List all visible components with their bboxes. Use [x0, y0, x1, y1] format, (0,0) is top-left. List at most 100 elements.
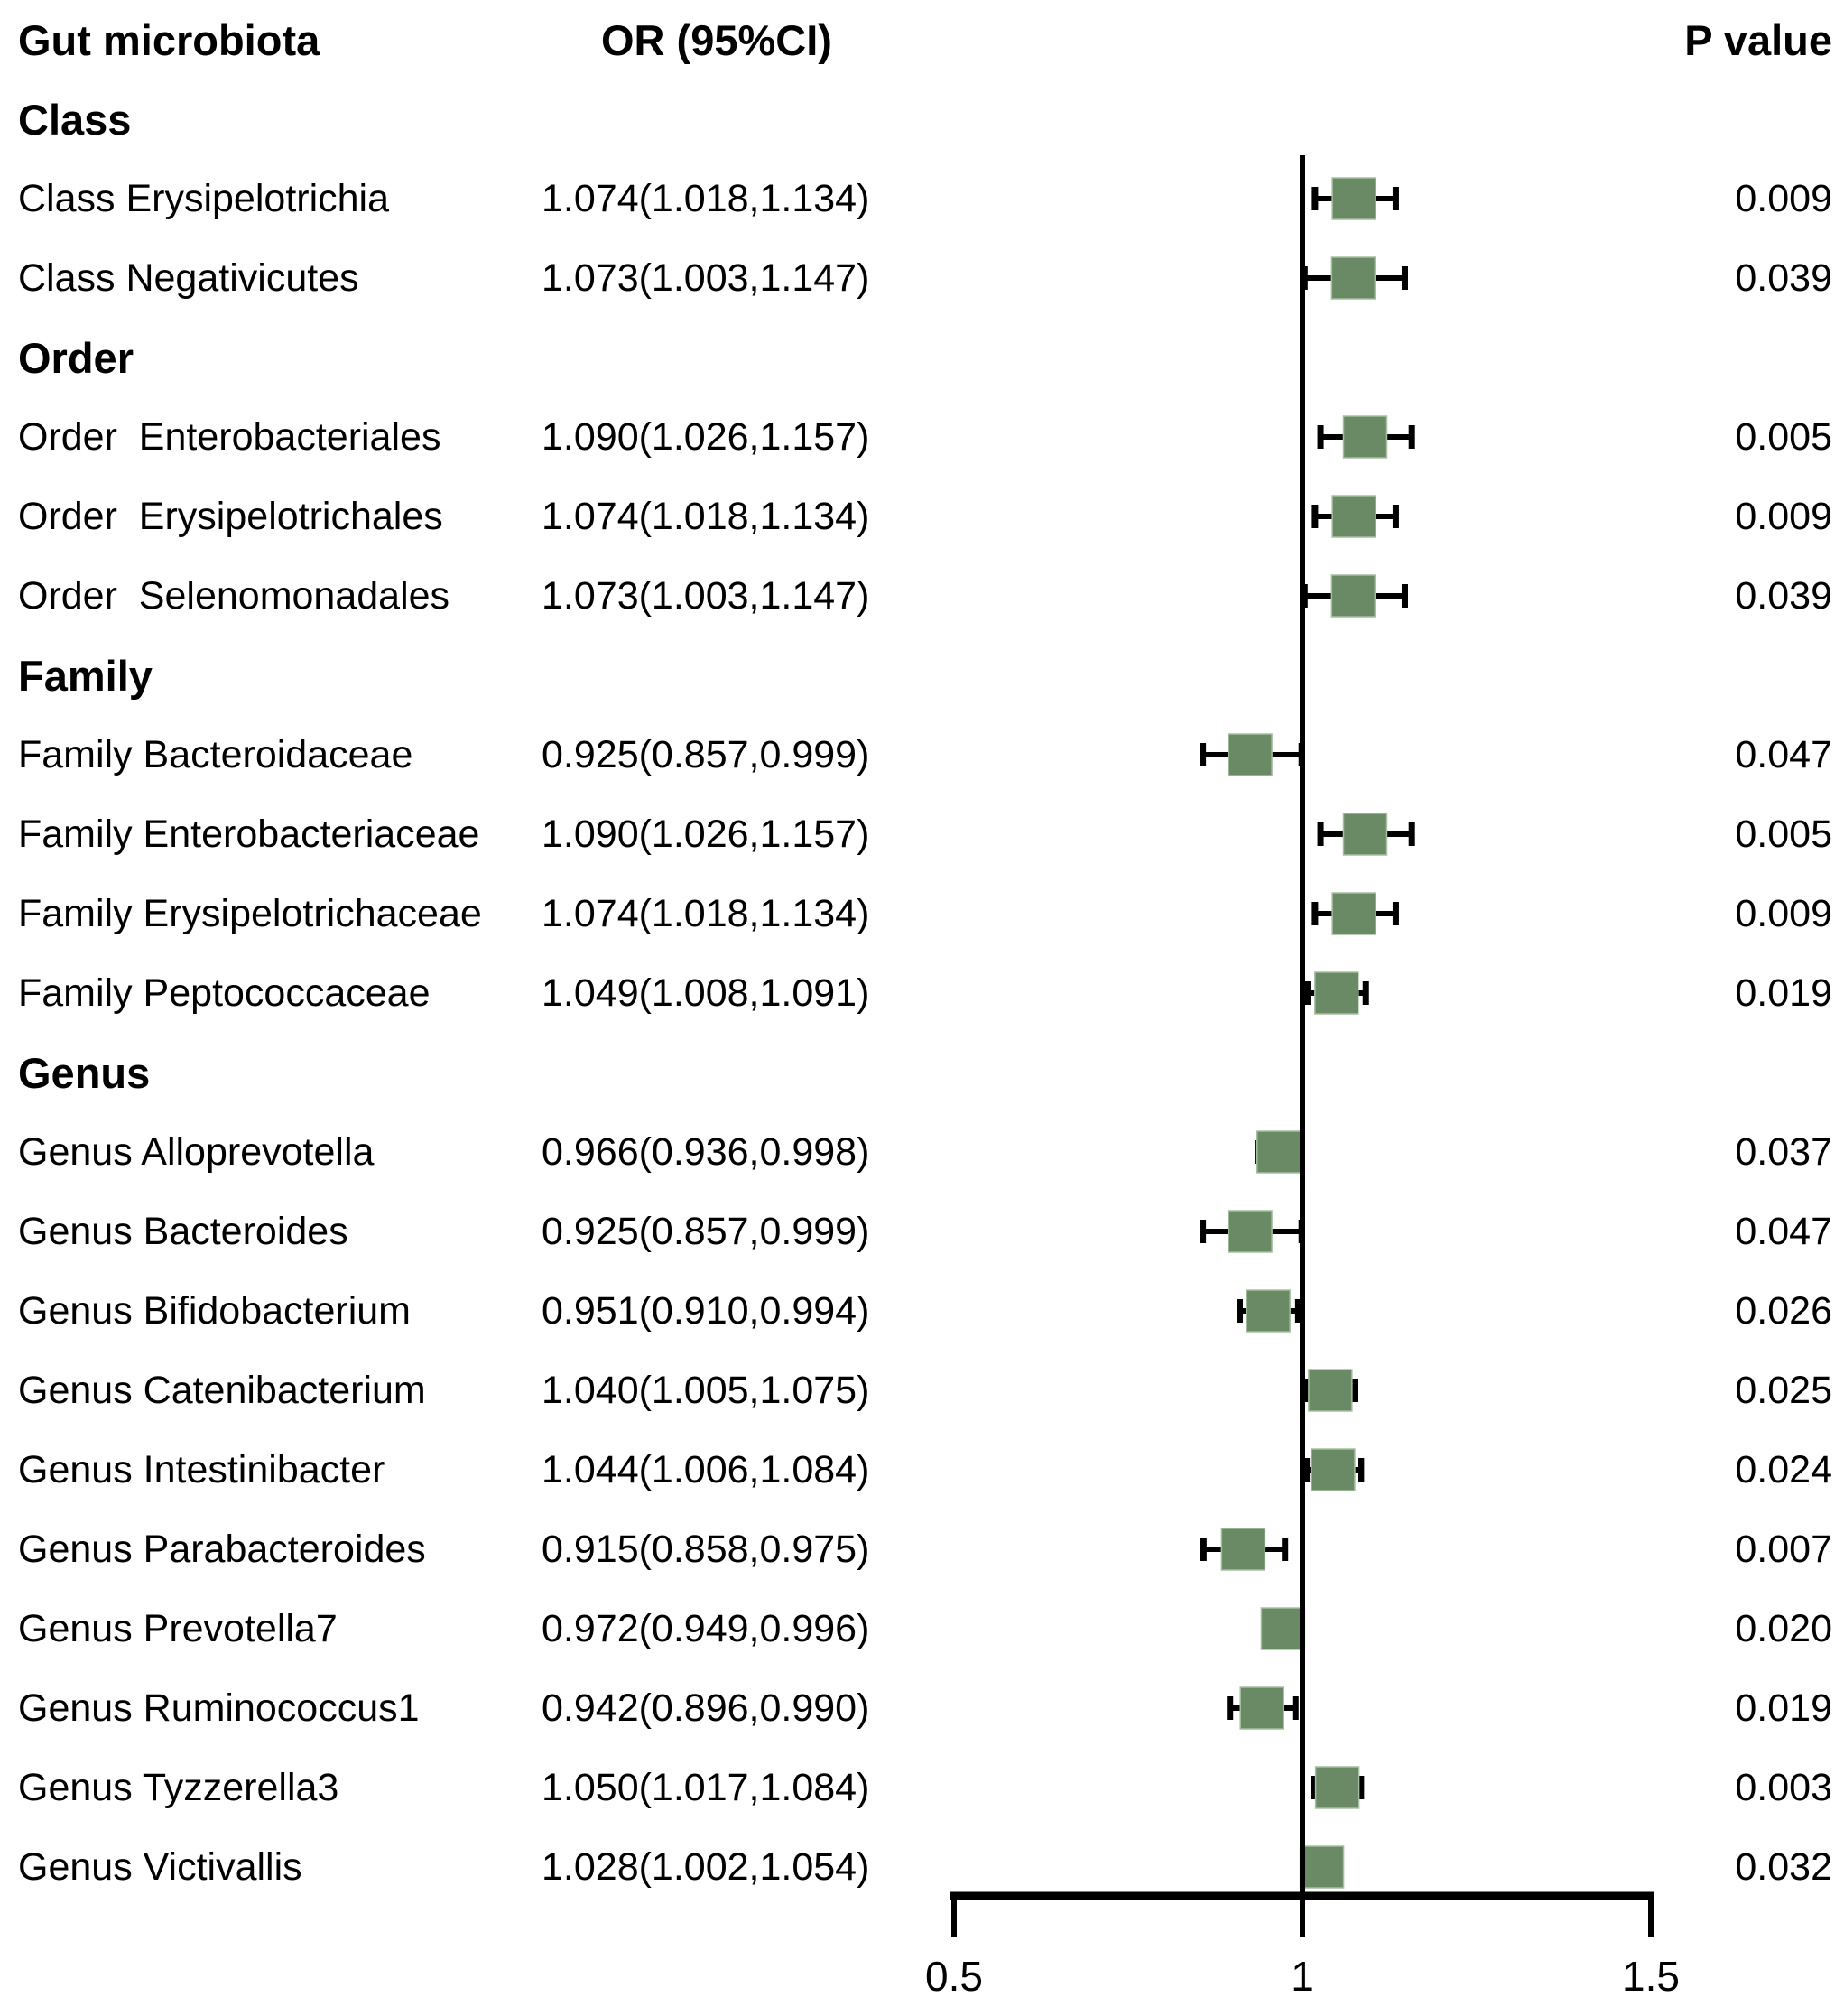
p-value-cell: 0.032 [1618, 1845, 1844, 1890]
p-value-cell: 0.019 [1618, 1686, 1844, 1731]
or-ci-value: 1.090(1.026,1.157) [542, 414, 870, 459]
or-ci-value: 1.073(1.003,1.147) [542, 573, 870, 618]
p-value: 0.009 [1735, 176, 1832, 220]
section-header-label: Class [0, 95, 542, 144]
column-header-p-value: P value [1684, 15, 1832, 64]
taxon-label: Family Bacteroidaceae [18, 732, 413, 776]
or-ci-cell: 1.074(1.018,1.134) [542, 177, 921, 221]
taxon-label-cell: Family Erysipelotrichaceae [0, 892, 542, 936]
or-ci-value: 0.925(0.857,0.999) [542, 732, 870, 776]
taxon-label: Class Erysipelotrichia [18, 176, 390, 220]
section-header-label: Family [0, 651, 542, 701]
or-ci-value: 0.972(0.949,0.996) [542, 1606, 870, 1650]
or-ci-value: 0.966(0.936,0.998) [542, 1129, 870, 1174]
or-ci-cell: 0.925(0.857,0.999) [542, 1210, 921, 1254]
p-value: 0.024 [1735, 1447, 1832, 1491]
taxon-label: Genus Ruminococcus1 [18, 1686, 420, 1730]
or-ci-value: 1.073(1.003,1.147) [542, 255, 870, 300]
p-value-cell: 0.005 [1618, 813, 1844, 857]
p-value: 0.009 [1735, 891, 1832, 935]
taxon-label: Genus Tyzzerella3 [18, 1765, 339, 1809]
taxon-label: Family Peptococcaceae [18, 971, 431, 1015]
taxon-label: Family Enterobacteriaceae [18, 812, 480, 856]
p-value-cell: 0.047 [1618, 733, 1844, 777]
table-row: Genus Catenibacterium 1.040(1.005,1.075) 0… [0, 1351, 1844, 1430]
p-value-cell: 0.024 [1618, 1448, 1844, 1492]
taxon-label-cell: Genus Prevotella7 [0, 1607, 542, 1651]
p-value-cell: 0.009 [1618, 495, 1844, 539]
section-header-class: Class [0, 79, 1844, 159]
section-header-text: Genus [18, 1048, 151, 1097]
table-row: Genus Intestinibacter 1.044(1.006,1.084) 0… [0, 1430, 1844, 1510]
p-value: 0.019 [1735, 971, 1832, 1015]
taxon-label-cell: Family Enterobacteriaceae [0, 813, 542, 857]
or-ci-value: 1.074(1.018,1.134) [542, 176, 870, 220]
p-value: 0.037 [1735, 1129, 1832, 1174]
section-header-family: Family [0, 636, 1844, 715]
taxon-label-cell: Genus Ruminococcus1 [0, 1686, 542, 1731]
axis-tick-label: 1.5 [1622, 1953, 1680, 2000]
table-row: Order Erysipelotrichales 1.074(1.018,1.13… [0, 477, 1844, 556]
p-value: 0.025 [1735, 1368, 1832, 1412]
taxon-label: Genus Victivallis [18, 1844, 302, 1889]
or-ci-value: 1.074(1.018,1.134) [542, 891, 870, 935]
table-row: Genus Bacteroides 0.925(0.857,0.999) 0.047 [0, 1192, 1844, 1271]
table-row: Genus Bifidobacterium 0.951(0.910,0.994) 0… [0, 1271, 1844, 1351]
table-row: Class Negativicutes 1.073(1.003,1.147) 0.0… [0, 238, 1844, 318]
axis-tick-label: 0.5 [925, 1953, 983, 2000]
section-header-genus: Genus [0, 1033, 1844, 1112]
section-header-text: Family [18, 651, 153, 700]
taxon-label-cell: Family Peptococcaceae [0, 971, 542, 1016]
taxon-label: Genus Catenibacterium [18, 1368, 426, 1412]
taxon-label: Genus Bacteroides [18, 1209, 348, 1253]
p-value-cell: 0.007 [1618, 1528, 1844, 1572]
or-ci-value: 0.915(0.858,0.975) [542, 1527, 870, 1571]
or-ci-cell: 0.942(0.896,0.990) [542, 1686, 921, 1731]
taxon-label: Genus Intestinibacter [18, 1447, 385, 1491]
taxon-label-cell: Family Bacteroidaceae [0, 733, 542, 777]
p-value-cell: 0.009 [1618, 177, 1844, 221]
or-ci-cell: 1.044(1.006,1.084) [542, 1448, 921, 1492]
or-ci-value: 1.028(1.002,1.054) [542, 1844, 870, 1889]
or-ci-value: 1.049(1.008,1.091) [542, 971, 870, 1015]
taxon-label-cell: Order Erysipelotrichales [0, 495, 542, 539]
p-value-cell: 0.026 [1618, 1289, 1844, 1333]
column-header-gut-microbiota: Gut microbiota [18, 15, 320, 64]
taxon-label-cell: Genus Intestinibacter [0, 1448, 542, 1492]
p-value-cell: 0.047 [1618, 1210, 1844, 1254]
or-ci-cell: 1.040(1.005,1.075) [542, 1369, 921, 1413]
p-value-cell: 0.020 [1618, 1607, 1844, 1651]
column-header-row: Gut microbiota OR (95%CI) P value [0, 0, 1844, 79]
or-ci-value: 1.040(1.005,1.075) [542, 1368, 870, 1412]
table-row: Order Enterobacteriales 1.090(1.026,1.157… [0, 397, 1844, 477]
table-row: Order Selenomonadales 1.073(1.003,1.147) 0… [0, 556, 1844, 636]
taxon-label: Genus Prevotella7 [18, 1606, 338, 1650]
p-value: 0.009 [1735, 494, 1832, 538]
or-ci-value: 1.044(1.006,1.084) [542, 1447, 870, 1491]
p-value: 0.026 [1735, 1288, 1832, 1333]
p-value-cell: 0.039 [1618, 256, 1844, 301]
p-value-cell: 0.019 [1618, 971, 1844, 1016]
p-value: 0.019 [1735, 1686, 1832, 1730]
p-value-cell: 0.037 [1618, 1130, 1844, 1175]
p-value-cell: 0.039 [1618, 574, 1844, 618]
p-value-cell: 0.009 [1618, 892, 1844, 936]
or-ci-value: 1.050(1.017,1.084) [542, 1765, 870, 1809]
or-ci-cell: 1.028(1.002,1.054) [542, 1845, 921, 1890]
or-ci-value: 1.074(1.018,1.134) [542, 494, 870, 538]
taxon-label: Order Selenomonadales [18, 573, 450, 618]
taxon-label-cell: Class Negativicutes [0, 256, 542, 301]
or-ci-cell: 1.074(1.018,1.134) [542, 892, 921, 936]
taxon-label-cell: Genus Alloprevotella [0, 1130, 542, 1175]
table-row: Family Erysipelotrichaceae 1.074(1.018,1.… [0, 874, 1844, 953]
or-ci-cell: 0.951(0.910,0.994) [542, 1289, 921, 1333]
p-value: 0.047 [1735, 1209, 1832, 1253]
or-ci-value: 0.951(0.910,0.994) [542, 1288, 870, 1333]
p-value: 0.020 [1735, 1606, 1832, 1650]
or-ci-cell: 1.073(1.003,1.147) [542, 256, 921, 301]
forest-plot-rows: Class Class Erysipelotrichia 1.074(1.018,1… [0, 79, 1844, 1907]
taxon-label-cell: Genus Bacteroides [0, 1210, 542, 1254]
section-header-label: Genus [0, 1048, 542, 1098]
taxon-label: Order Erysipelotrichales [18, 494, 443, 538]
column-header-or-ci: OR (95%CI) [601, 15, 832, 64]
